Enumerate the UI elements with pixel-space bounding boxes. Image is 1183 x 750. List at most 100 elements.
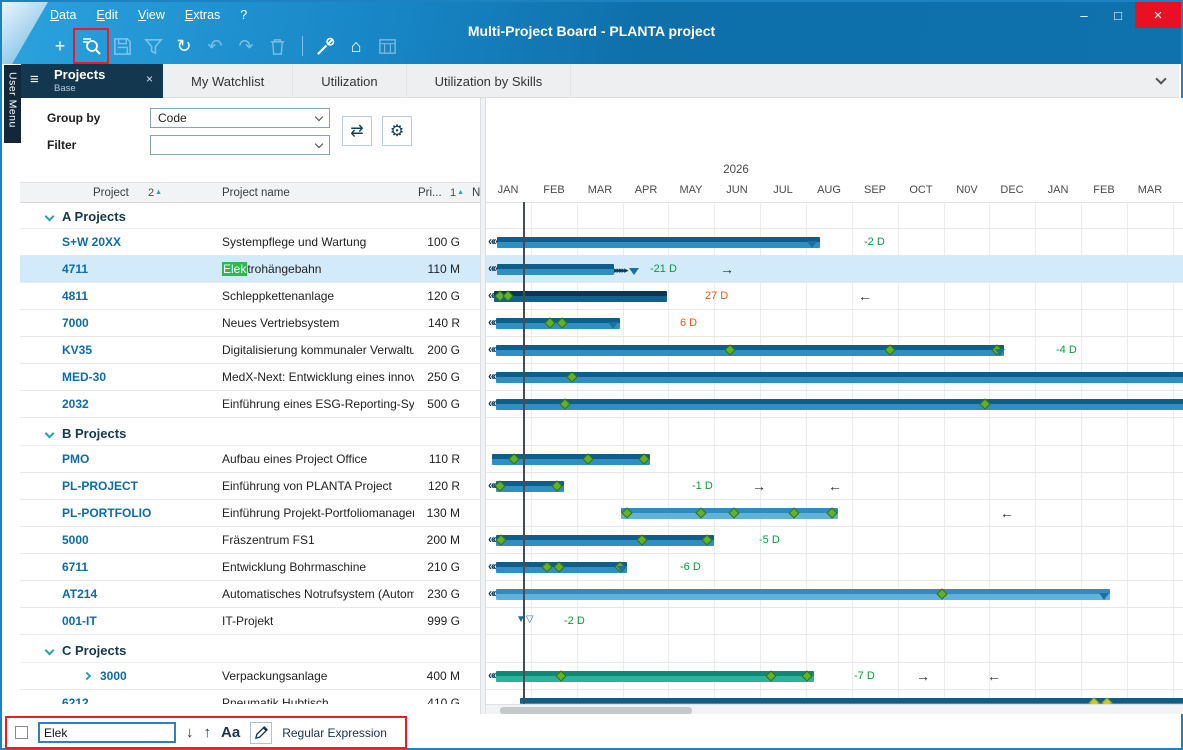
table-row[interactable]: AT214Automatisches Notrufsystem (Autom..… [20, 581, 480, 608]
minimize-button[interactable]: – [1067, 2, 1101, 28]
delay-annotation: -2 D [864, 236, 885, 248]
new-icon[interactable]: + [46, 32, 74, 60]
menu-edit[interactable]: Edit [96, 8, 118, 22]
tab-my-watchlist[interactable]: My Watchlist [163, 64, 293, 98]
hamburger-icon[interactable]: ≡ [30, 71, 39, 88]
filter-icon [139, 32, 167, 60]
regex-label[interactable]: Regular Expression [282, 726, 387, 740]
tab-utilization[interactable]: Utilization [293, 64, 406, 98]
project-code-link[interactable]: 4711 [62, 262, 88, 276]
table-row[interactable]: 6711Entwicklung Bohrmaschine210 G [20, 554, 480, 581]
tab-close-icon[interactable]: × [146, 72, 153, 86]
tools-icon[interactable] [311, 32, 339, 60]
link-arrow-left[interactable]: ← [1000, 505, 1014, 521]
table-row[interactable]: 4811Schleppkettenanlage120 G [20, 283, 480, 310]
scrollbar-thumb[interactable] [500, 707, 692, 714]
close-button[interactable]: × [1135, 2, 1181, 28]
tab-projects-active[interactable]: ≡ Projects Base × [21, 64, 163, 98]
gantt-bar[interactable] [497, 237, 820, 248]
find-input[interactable] [38, 722, 176, 743]
table-row[interactable]: 4711Elektrohängebahn110 M [20, 256, 480, 283]
month-label: MAY [669, 184, 713, 196]
group-row[interactable]: C Projects [20, 639, 480, 663]
menu-view[interactable]: View [138, 8, 165, 22]
refresh-icon[interactable]: ↻ [170, 32, 198, 60]
table-row[interactable]: PL-PORTFOLIOEinführung Projekt-Portfolio… [20, 500, 480, 527]
project-code-link[interactable]: AT214 [62, 587, 97, 601]
table-row[interactable]: PMOAufbau eines Project Office110 R [20, 446, 480, 473]
table-row[interactable]: MED-30MedX-Next: Entwicklung eines innov… [20, 364, 480, 391]
table-row[interactable]: 2032Einführung eines ESG-Reporting-Syste… [20, 391, 480, 418]
project-code-link[interactable]: MED-30 [62, 370, 106, 384]
gantt-bar[interactable] [497, 264, 614, 275]
group-row[interactable]: B Projects [20, 422, 480, 446]
tabbar-chevron-down-icon[interactable] [1155, 73, 1166, 84]
maximize-button[interactable]: □ [1101, 2, 1135, 28]
gantt-bar[interactable] [494, 291, 667, 302]
project-code-link[interactable]: 6212 [62, 696, 89, 704]
find-next-icon[interactable]: ↓ [186, 725, 194, 740]
menu-accel: E [96, 8, 104, 22]
gantt-bar[interactable] [496, 372, 1183, 383]
find-prev-icon[interactable]: ↑ [204, 725, 212, 740]
project-code-link[interactable]: PMO [62, 452, 89, 466]
project-code-link[interactable]: 001-IT [62, 614, 97, 628]
gantt-bar[interactable] [496, 535, 714, 546]
gantt-h-scrollbar[interactable] [486, 704, 1183, 714]
priority-value: 140 R [428, 316, 460, 330]
table-row[interactable]: S+W 20XXSystempflege und Wartung100 G [20, 229, 480, 256]
end-marker-icon [608, 322, 618, 329]
project-code-link[interactable]: 4811 [62, 289, 88, 303]
gantt-bar[interactable] [496, 589, 1110, 600]
gantt-row: ««-5 D [486, 527, 1183, 554]
table-row[interactable]: 6212Pneumatik Hubtisch410 G [20, 690, 480, 704]
find-icon[interactable] [77, 32, 105, 60]
table-row[interactable]: PL-PROJECTEinführung von PLANTA Project1… [20, 473, 480, 500]
menu-data[interactable]: Data [50, 8, 76, 22]
link-arrow-left[interactable]: ← [987, 668, 1001, 684]
table-row[interactable]: KV35Digitalisierung kommunaler Verwaltu.… [20, 337, 480, 364]
project-code-link[interactable]: 5000 [62, 533, 89, 547]
link-arrow-right[interactable]: → [720, 261, 734, 277]
project-name: Systempflege und Wartung [222, 235, 366, 249]
table-row[interactable]: 5000Fräszentrum FS1200 M [20, 527, 480, 554]
highlight-pen-icon[interactable] [250, 722, 272, 744]
table-row[interactable]: 001-ITIT-Projekt999 G [20, 608, 480, 635]
project-table: A Projects S+W 20XX Systempflege und Wartu… [20, 98, 480, 704]
gantt-bar[interactable] [496, 345, 1004, 356]
end-marker-icon [1099, 593, 1109, 600]
tab-utilization-by-skills[interactable]: Utilization by Skills [407, 64, 572, 98]
group-chevron-icon[interactable] [45, 212, 55, 222]
table-row[interactable]: 3000Verpackungsanlage400 M [20, 663, 480, 690]
gantt-bar[interactable] [496, 399, 1183, 410]
table-row[interactable]: 7000Neues Vertriebsystem140 R [20, 310, 480, 337]
link-arrow-right[interactable]: → [752, 478, 766, 494]
expander-icon[interactable] [83, 672, 91, 680]
project-code-link[interactable]: 6711 [62, 560, 88, 574]
delay-annotation: -5 D [759, 534, 780, 546]
match-case-toggle[interactable]: Aa [221, 725, 240, 740]
menu-extras[interactable]: Extras [185, 8, 220, 22]
find-option-checkbox[interactable] [15, 726, 28, 739]
project-code-link[interactable]: PL-PROJECT [62, 479, 138, 493]
group-chevron-icon[interactable] [45, 646, 55, 656]
window-controls: – □ × [1067, 2, 1181, 28]
link-arrow-right[interactable]: → [916, 668, 930, 684]
header-band: DataEditViewExtras? Multi-Project Board … [2, 2, 1181, 64]
project-code-link[interactable]: 3000 [100, 669, 127, 683]
user-menu-tab[interactable]: User Menu [4, 65, 21, 143]
project-name: Pneumatik Hubtisch [222, 696, 329, 704]
project-code-link[interactable]: S+W 20XX [62, 235, 121, 249]
project-name: Schleppkettenanlage [222, 289, 334, 303]
project-code-link[interactable]: 2032 [62, 397, 89, 411]
project-code-link[interactable]: 7000 [62, 316, 89, 330]
project-code-link[interactable]: PL-PORTFOLIO [62, 506, 151, 520]
home-icon[interactable]: ⌂ [342, 32, 370, 60]
menu-?[interactable]: ? [240, 8, 247, 22]
group-row[interactable]: A Projects [20, 205, 480, 229]
project-name: Elektrohängebahn [222, 262, 321, 276]
link-arrow-left[interactable]: ← [828, 478, 842, 494]
project-code-link[interactable]: KV35 [62, 343, 92, 357]
link-arrow-left[interactable]: ← [858, 288, 872, 304]
group-chevron-icon[interactable] [45, 429, 55, 439]
